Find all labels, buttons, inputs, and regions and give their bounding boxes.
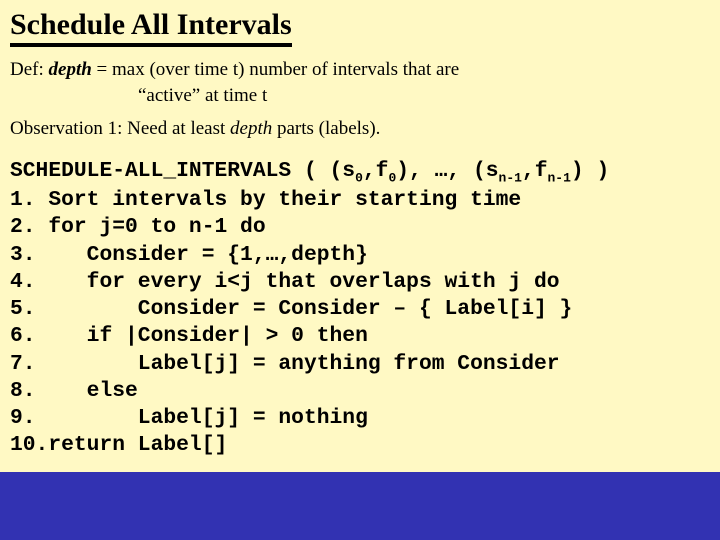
code-line-5: 5. Consider = Consider – { Label[i] } (10, 296, 710, 323)
code-head-d: ,f (522, 159, 548, 183)
code-line-4: 4. for every i<j that overlaps with j do (10, 269, 710, 296)
code-line-10: 10.return Label[] (10, 432, 710, 459)
code-line-2: 2. for j=0 to n-1 do (10, 214, 710, 241)
code-head-c: ), …, (s (396, 159, 498, 183)
code-sub0a: 0 (355, 171, 363, 186)
code-line-7: 7. Label[j] = anything from Consider (10, 351, 710, 378)
code-subn1b: n-1 (547, 171, 570, 186)
slide-title: Schedule All Intervals (10, 8, 292, 47)
slide-content: Schedule All Intervals Def: depth = max … (0, 0, 720, 150)
code-head: SCHEDULE-ALL_INTERVALS ( (s0,f0), …, (sn… (10, 158, 710, 187)
code-subn1a: n-1 (499, 171, 522, 186)
def-line2: “active” at time t (10, 83, 267, 109)
pseudocode-block: SCHEDULE-ALL_INTERVALS ( (s0,f0), …, (sn… (0, 150, 720, 471)
def-eq: = (92, 59, 112, 80)
code-line-1: 1. Sort intervals by their starting time (10, 187, 710, 214)
code-line-8: 8. else (10, 378, 710, 405)
code-line-3: 3. Consider = {1,…,depth} (10, 242, 710, 269)
code-line-6: 6. if |Consider| > 0 then (10, 323, 710, 350)
code-head-e: ) ) (571, 159, 609, 183)
obs-em: depth (230, 118, 272, 139)
observation-block: Observation 1: Need at least depth parts… (10, 118, 710, 140)
obs-suffix: parts (labels). (272, 118, 380, 139)
def-keyword: depth (49, 59, 92, 80)
code-head-a: SCHEDULE-ALL_INTERVALS ( (s (10, 159, 355, 183)
obs-prefix: Observation 1: Need at least (10, 118, 230, 139)
code-head-b: ,f (363, 159, 389, 183)
def-prefix: Def: (10, 59, 44, 80)
code-line-9: 9. Label[j] = nothing (10, 405, 710, 432)
definition-block: Def: depth = max (over time t) number of… (10, 57, 710, 108)
def-line1: max (over time t) number of intervals th… (112, 59, 459, 80)
